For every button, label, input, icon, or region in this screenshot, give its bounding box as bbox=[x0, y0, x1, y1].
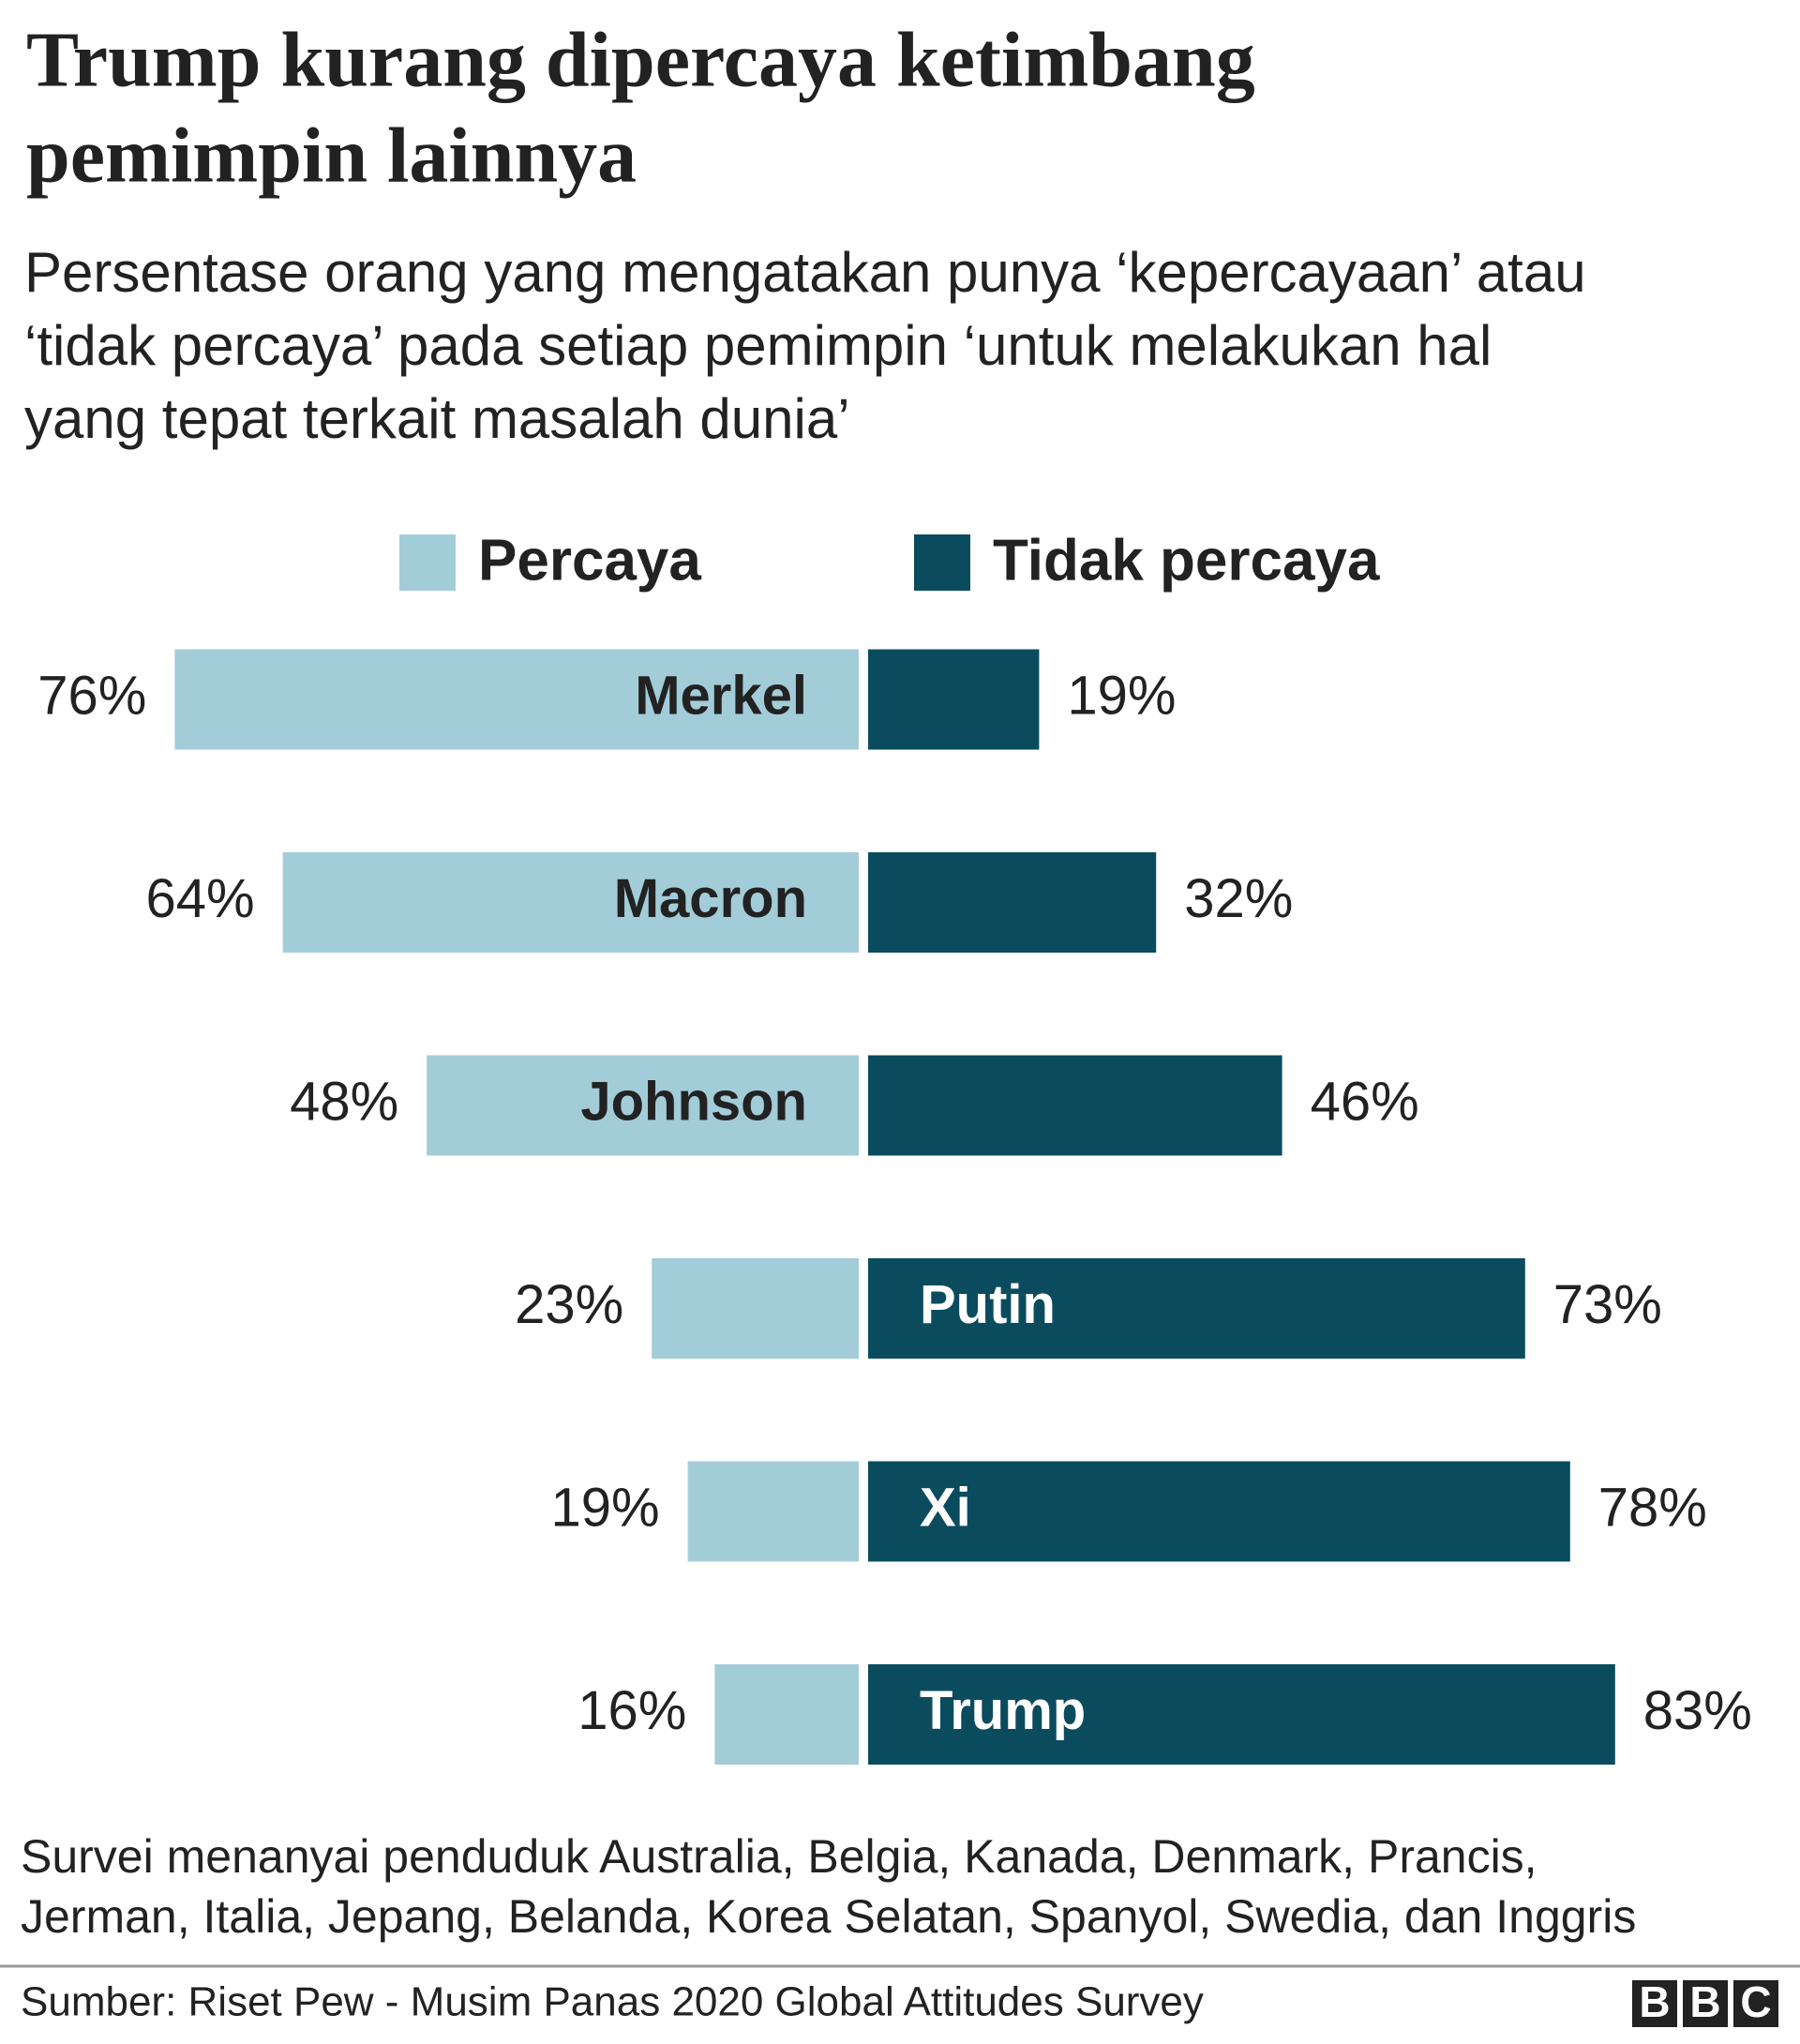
value-label: 19% bbox=[551, 1477, 660, 1538]
value-label: 83% bbox=[1643, 1680, 1752, 1741]
bar bbox=[174, 649, 859, 750]
bar bbox=[868, 852, 1157, 953]
chart-title: Trump kurang dipercaya ketimbang bbox=[26, 16, 1255, 103]
chart-subtitle: yang tepat terkait masalah dunia’ bbox=[24, 387, 850, 450]
logo-box bbox=[1683, 1980, 1728, 2027]
value-label: 16% bbox=[578, 1680, 686, 1741]
value-label: 32% bbox=[1184, 868, 1293, 929]
category-label: Putin bbox=[920, 1274, 1056, 1335]
legend-swatch bbox=[399, 534, 456, 591]
bar bbox=[652, 1258, 859, 1359]
footnote: Jerman, Italia, Jepang, Belanda, Korea S… bbox=[21, 1890, 1636, 1943]
logo-letter: B bbox=[1689, 1977, 1720, 2026]
value-label: 23% bbox=[515, 1274, 623, 1335]
value-label: 48% bbox=[290, 1071, 398, 1132]
bar bbox=[868, 649, 1040, 750]
bar bbox=[282, 852, 860, 953]
bar bbox=[427, 1055, 859, 1156]
logo-box bbox=[1733, 1980, 1778, 2027]
chart-subtitle: ‘tidak percaya’ pada setiap pemimpin ‘un… bbox=[24, 314, 1492, 377]
value-label: 73% bbox=[1553, 1274, 1662, 1335]
bar bbox=[868, 1664, 1615, 1765]
bar bbox=[868, 1461, 1570, 1562]
value-label: 78% bbox=[1598, 1477, 1707, 1538]
legend-swatch bbox=[914, 534, 970, 591]
value-label: 19% bbox=[1067, 665, 1176, 726]
category-label: Trump bbox=[920, 1680, 1086, 1741]
logo-letter: C bbox=[1740, 1977, 1771, 2026]
chart-subtitle: Persentase orang yang mengatakan punya ‘… bbox=[24, 241, 1586, 304]
category-label: Xi bbox=[920, 1477, 971, 1538]
legend-label: Percaya bbox=[478, 528, 701, 593]
value-label: 46% bbox=[1311, 1071, 1419, 1132]
bar bbox=[868, 1055, 1282, 1156]
source: Sumber: Riset Pew - Musim Panas 2020 Glo… bbox=[21, 1979, 1204, 2025]
bar bbox=[687, 1461, 859, 1562]
logo-box bbox=[1632, 1980, 1677, 2027]
logo-letter: B bbox=[1639, 1977, 1670, 2026]
chart-title: pemimpin lainnya bbox=[26, 112, 637, 199]
category-label: Merkel bbox=[635, 665, 807, 726]
bar bbox=[868, 1258, 1525, 1359]
value-label: 76% bbox=[38, 665, 146, 726]
value-label: 64% bbox=[146, 868, 255, 929]
legend-label: Tidak percaya bbox=[993, 528, 1380, 593]
footnote: Survei menanyai penduduk Australia, Belg… bbox=[21, 1830, 1538, 1883]
category-label: Johnson bbox=[580, 1071, 807, 1132]
bar bbox=[714, 1664, 859, 1765]
category-label: Macron bbox=[614, 868, 807, 929]
